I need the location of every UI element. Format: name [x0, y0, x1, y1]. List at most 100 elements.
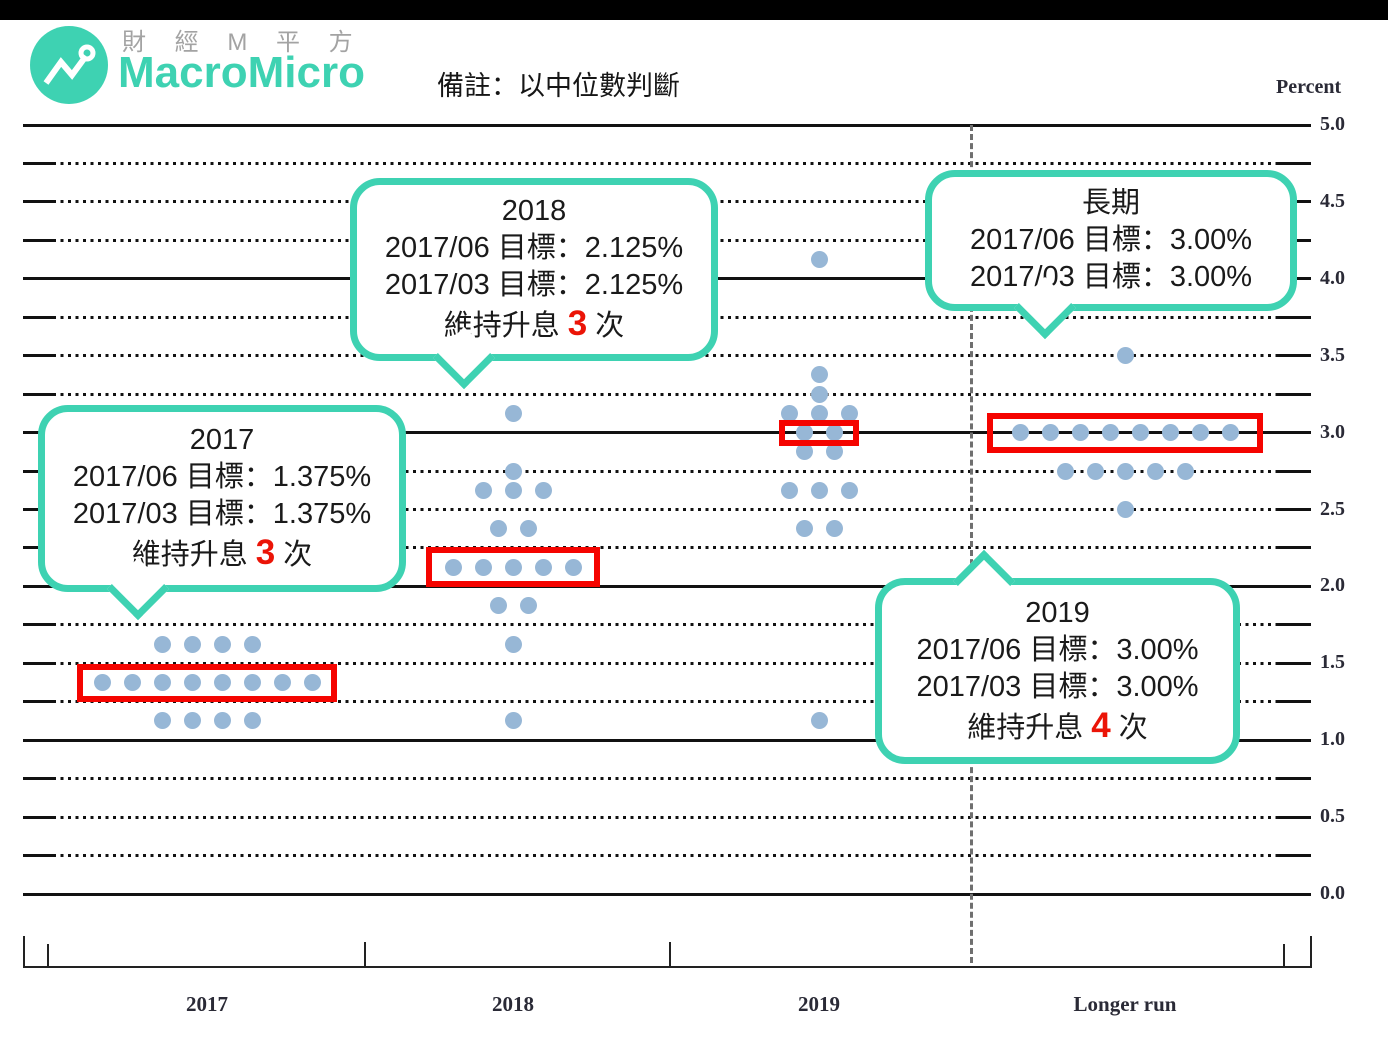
bubble-hike-line: 維持升息 3 次	[132, 533, 313, 575]
gridline	[23, 392, 1311, 396]
y-axis-tick-label: 3.0	[1320, 420, 1345, 443]
bubble-hike-line: 維持升息 3 次	[444, 304, 625, 346]
x-axis-category-label: 2018	[492, 992, 534, 1016]
x-axis-line	[23, 966, 1312, 968]
projection-dot	[183, 635, 201, 653]
projection-dot	[1146, 462, 1164, 480]
y-axis-tick-label: 4.5	[1320, 189, 1345, 212]
projection-dot	[825, 520, 843, 538]
y-axis-tick-label: 3.5	[1320, 343, 1345, 366]
macromicro-logo-icon	[30, 26, 108, 104]
x-axis-tick	[1310, 936, 1312, 966]
projection-dot	[504, 558, 522, 576]
hike-suffix: 次	[595, 310, 625, 342]
projection-dot	[489, 597, 507, 615]
bubble-target-mar: 2017/03 目標：3.00%	[969, 261, 1253, 293]
projection-dot	[825, 424, 843, 442]
projection-dot	[243, 635, 261, 653]
bubble-target-mar: 2017/03 目標：1.375%	[72, 498, 372, 530]
hike-prefix: 維持升息	[131, 539, 248, 571]
bubble-target-jun: 2017/06 目標：3.00%	[916, 633, 1199, 666]
projection-dot	[795, 424, 813, 442]
gridline	[23, 623, 1311, 627]
projection-dot	[810, 404, 828, 422]
projection-dot	[213, 674, 231, 692]
projection-dot	[1056, 462, 1074, 480]
bubble-title: 長期	[1081, 187, 1140, 219]
projection-dot	[123, 674, 141, 692]
projection-dot	[1191, 424, 1209, 442]
projection-dot	[519, 597, 537, 615]
median-highlight-box	[426, 547, 600, 588]
x-axis-category-label: 2019	[798, 992, 840, 1016]
x-axis-category-label: Longer run	[1073, 992, 1177, 1016]
bubble-target-jun: 2017/06 目標：1.375%	[72, 461, 372, 493]
gridline	[23, 661, 1311, 665]
bubble-hike-line: 維持升息 4 次	[967, 706, 1148, 748]
brand-name: MacroMicro	[118, 48, 365, 97]
projection-dot	[534, 481, 552, 499]
projection-dot	[840, 404, 858, 422]
bubble-title: 2019	[1025, 596, 1090, 629]
projection-dot	[810, 385, 828, 403]
projection-dot	[564, 558, 582, 576]
annotation-bubble-2017: 2017 2017/06 目標：1.375% 2017/03 目標：1.375%…	[38, 405, 406, 621]
gridline	[23, 700, 1311, 704]
projection-dot	[213, 635, 231, 653]
bubble-title: 2018	[501, 195, 567, 227]
hike-count: 3	[255, 533, 276, 572]
gridline	[23, 738, 1311, 742]
hike-count: 3	[567, 304, 588, 343]
projection-dot	[1161, 424, 1179, 442]
projection-dot	[474, 481, 492, 499]
projection-dot	[1071, 424, 1089, 442]
projection-dot	[1086, 462, 1104, 480]
gridline	[23, 584, 1311, 588]
top-black-bar	[0, 0, 1388, 20]
logo-zigzag-icon	[43, 44, 96, 85]
projection-dot	[810, 251, 828, 269]
annotation-bubble-longer-run: 長期 2017/06 目標：3.00% 2017/03 目標：3.00%	[925, 170, 1297, 340]
projection-dot	[504, 635, 522, 653]
x-axis-tick	[364, 942, 366, 966]
gridline	[23, 854, 1311, 858]
projection-dot	[183, 674, 201, 692]
y-axis-tick-label: 2.0	[1320, 574, 1345, 597]
projection-dot	[153, 635, 171, 653]
x-axis-category-label: 2017	[186, 992, 228, 1016]
gridline	[23, 161, 1311, 165]
hike-suffix: 次	[283, 539, 313, 571]
y-axis-tick-label: 0.0	[1320, 882, 1345, 904]
bubble-target-mar: 2017/03 目標：2.125%	[384, 269, 684, 301]
projection-dot	[1011, 424, 1029, 442]
projection-dot	[810, 481, 828, 499]
projection-dot	[504, 712, 522, 730]
projection-dot	[519, 520, 537, 538]
hike-count: 4	[1091, 705, 1111, 745]
gridline	[23, 123, 1311, 127]
y-axis-tick-label: 1.0	[1320, 728, 1345, 751]
projection-dot	[780, 404, 798, 422]
median-highlight-box	[779, 419, 859, 446]
projection-dot	[795, 443, 813, 461]
projection-dot	[840, 481, 858, 499]
projection-dot	[213, 712, 231, 730]
projection-dot	[780, 481, 798, 499]
projection-dot	[1221, 424, 1239, 442]
hike-prefix: 維持升息	[967, 711, 1084, 744]
projection-dot	[810, 366, 828, 384]
projection-dot	[243, 712, 261, 730]
projection-dot	[1101, 424, 1119, 442]
projection-dot	[810, 712, 828, 730]
projection-dot	[153, 674, 171, 692]
annotation-bubble-2018: 2018 2017/06 目標：2.125% 2017/03 目標：2.125%…	[350, 178, 718, 390]
projection-dot	[504, 462, 522, 480]
projection-dot	[474, 558, 492, 576]
x-axis-tick	[47, 944, 49, 966]
projection-dot	[489, 520, 507, 538]
y-axis-unit-label: Percent	[1276, 76, 1342, 98]
hike-suffix: 次	[1118, 711, 1148, 744]
projection-dot	[1176, 462, 1194, 480]
